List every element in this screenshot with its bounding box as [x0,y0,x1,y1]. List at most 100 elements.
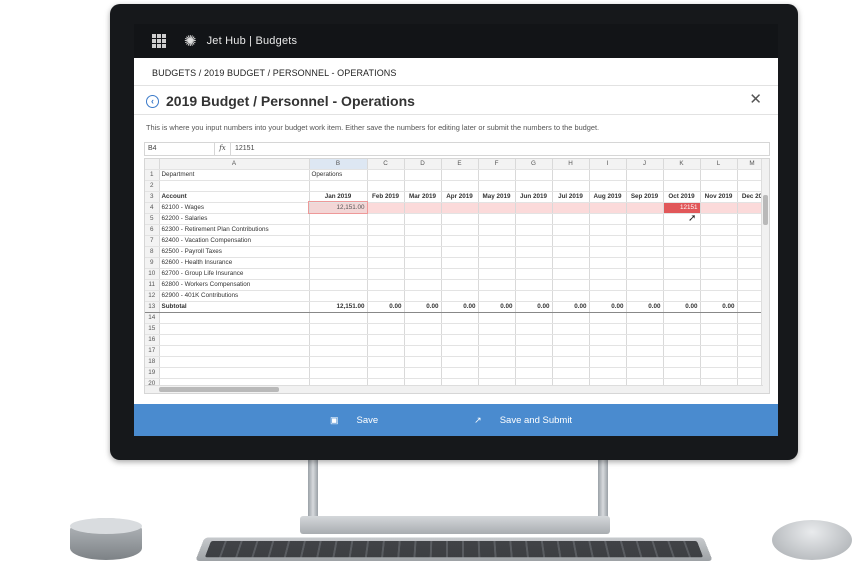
row-header[interactable]: 19 [145,367,160,379]
column-header[interactable]: L [700,159,738,170]
table-cell[interactable] [589,202,627,214]
table-cell[interactable] [663,279,701,291]
row-header[interactable]: 8 [145,246,160,258]
table-cell[interactable] [626,356,664,368]
active-edit-cell[interactable]: 12151 [663,202,701,214]
table-cell[interactable]: Sep 2019 [626,191,664,203]
table-cell[interactable] [309,367,368,379]
table-cell[interactable] [552,224,590,236]
table-cell[interactable] [626,213,664,225]
table-cell[interactable] [441,169,479,181]
table-cell[interactable]: Jul 2019 [552,191,590,203]
table-cell[interactable] [441,246,479,258]
table-cell[interactable] [663,235,701,247]
table-cell[interactable]: May 2019 [478,191,516,203]
table-cell[interactable] [552,180,590,192]
table-cell[interactable] [441,356,479,368]
row-header[interactable]: 18 [145,356,160,368]
table-cell[interactable] [626,312,664,324]
table-cell[interactable] [367,312,405,324]
table-cell[interactable] [552,257,590,269]
table-cell[interactable] [663,246,701,258]
table-cell[interactable] [663,312,701,324]
table-cell[interactable]: 0.00 [663,301,701,313]
table-cell[interactable] [552,213,590,225]
row-header[interactable]: 5 [145,213,160,225]
table-cell[interactable] [367,367,405,379]
table-cell[interactable] [404,356,442,368]
table-cell[interactable]: Nov 2019 [700,191,738,203]
save-and-submit-button[interactable]: ↗ Save and Submit [474,415,572,426]
table-cell[interactable] [626,334,664,346]
table-cell[interactable] [441,213,479,225]
table-cell[interactable] [589,356,627,368]
table-cell[interactable] [404,345,442,357]
table-cell[interactable] [515,356,553,368]
table-cell[interactable] [552,345,590,357]
table-cell[interactable] [478,268,516,280]
table-cell[interactable] [663,257,701,269]
table-cell[interactable] [478,180,516,192]
table-cell[interactable] [441,312,479,324]
close-icon[interactable]: ✕ [749,91,762,108]
table-cell[interactable] [663,180,701,192]
table-cell[interactable] [159,367,310,379]
table-cell[interactable] [159,345,310,357]
table-cell[interactable] [515,279,553,291]
table-cell[interactable] [663,290,701,302]
table-cell[interactable] [309,257,368,269]
table-cell[interactable] [367,290,405,302]
table-cell[interactable] [626,169,664,181]
table-cell[interactable] [478,334,516,346]
table-cell[interactable]: 62400 - Vacation Compensation [159,235,310,247]
table-cell[interactable] [663,356,701,368]
table-cell[interactable] [663,334,701,346]
table-cell[interactable] [441,202,479,214]
horizontal-scrollbar[interactable] [145,385,763,393]
table-cell[interactable] [367,279,405,291]
table-cell[interactable] [478,224,516,236]
column-header[interactable]: F [478,159,516,170]
back-circle-icon[interactable]: ‹ [146,94,159,108]
table-cell[interactable] [367,356,405,368]
table-cell[interactable] [663,268,701,280]
table-cell[interactable] [404,235,442,247]
table-cell[interactable] [552,290,590,302]
row-header[interactable]: 3 [145,191,160,203]
table-cell[interactable] [441,279,479,291]
column-header[interactable]: C [367,159,405,170]
table-cell[interactable] [552,235,590,247]
table-cell[interactable] [515,169,553,181]
table-cell[interactable] [589,246,627,258]
table-cell[interactable] [367,246,405,258]
table-cell[interactable] [515,246,553,258]
table-cell[interactable]: 0.00 [515,301,553,313]
row-header[interactable]: 13 [145,301,160,313]
table-cell[interactable] [663,345,701,357]
table-cell[interactable] [700,257,738,269]
table-cell[interactable] [589,345,627,357]
table-cell[interactable] [404,279,442,291]
table-cell[interactable] [700,279,738,291]
table-cell[interactable]: Jun 2019 [515,191,553,203]
table-cell[interactable] [441,224,479,236]
table-cell[interactable] [700,345,738,357]
table-cell[interactable] [404,169,442,181]
table-cell[interactable]: 0.00 [404,301,442,313]
table-cell[interactable]: 12,151.00 [309,301,368,313]
table-cell[interactable] [515,312,553,324]
table-cell[interactable]: 0.00 [626,301,664,313]
table-cell[interactable] [441,180,479,192]
table-cell[interactable] [478,257,516,269]
table-cell[interactable]: Subtotal [159,301,310,313]
cell-name-box[interactable]: B4 [145,143,215,155]
row-header[interactable]: 15 [145,323,160,335]
table-cell[interactable] [663,213,701,225]
table-cell[interactable] [589,367,627,379]
table-cell[interactable] [367,345,405,357]
table-cell[interactable] [626,246,664,258]
row-header[interactable]: 4 [145,202,160,214]
table-cell[interactable]: Feb 2019 [367,191,405,203]
table-cell[interactable]: 62100 - Wages [159,202,310,214]
table-cell[interactable] [700,323,738,335]
